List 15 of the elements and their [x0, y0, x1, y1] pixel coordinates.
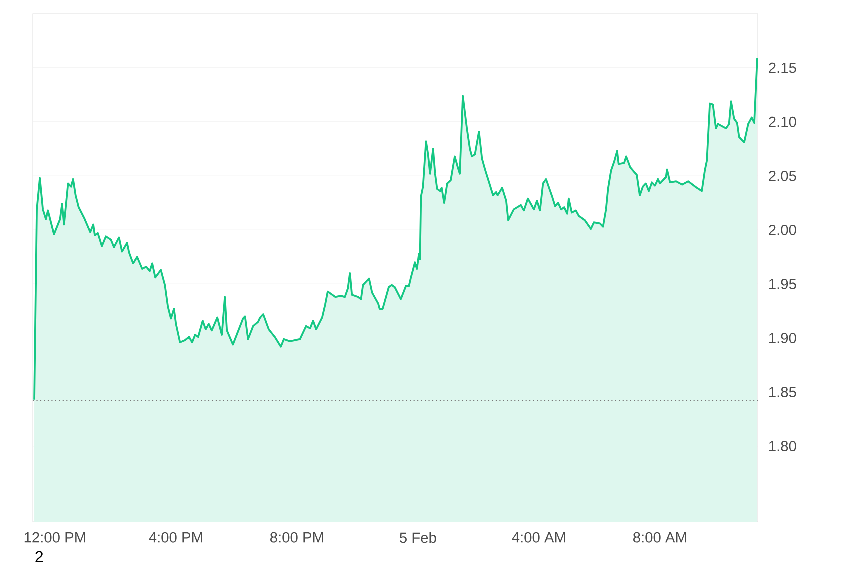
x-tick-label: 4:00 AM [512, 532, 566, 543]
y-tick-label: 1.80 [770, 441, 796, 452]
y-tick-label: 1.95 [770, 279, 796, 290]
text: 2 [36, 551, 44, 562]
x-tick-label: 5 Feb [400, 532, 436, 544]
x-tick-label: 8:00 PM [270, 532, 324, 543]
y-tick-label: 2.00 [769, 224, 796, 236]
y-tick-label: 1.85 [770, 387, 796, 398]
x-tick-label: 12:00 PM [24, 532, 86, 543]
y-tick-label: 2.10 [769, 116, 796, 128]
y-tick-label: 1.90 [770, 333, 796, 344]
x-tick-label: 8:00 AM [634, 532, 686, 543]
y-tick-label: 2.05 [769, 170, 796, 182]
x-tick-label: 4:00 PM [149, 532, 202, 543]
y-tick-label: 2.15 [769, 62, 796, 74]
